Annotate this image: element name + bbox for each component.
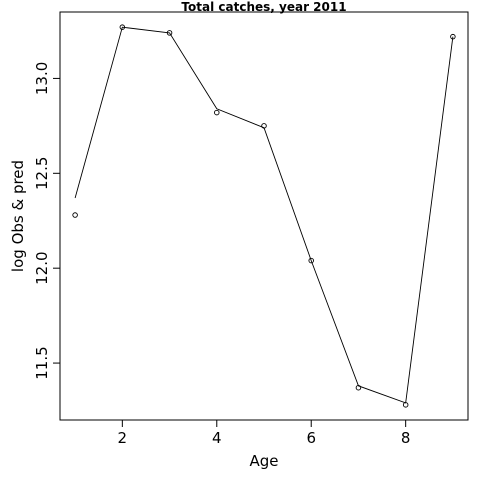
x-tick-label: 2 bbox=[118, 429, 128, 447]
y-axis: 11.5 12.0 12.5 13.0 bbox=[33, 62, 61, 380]
y-tick-label: 13.0 bbox=[33, 62, 51, 95]
y-tick-label: 11.5 bbox=[33, 346, 51, 379]
x-axis: 2 4 6 8 bbox=[118, 419, 411, 447]
series-layer bbox=[72, 24, 456, 408]
y-axis-label: log Obs & pred bbox=[9, 160, 27, 272]
x-tick-label: 8 bbox=[401, 429, 411, 447]
x-tick-label: 4 bbox=[212, 429, 222, 447]
y-tick-label: 12.5 bbox=[33, 157, 51, 190]
y-tick-label: 12.0 bbox=[33, 251, 51, 284]
x-tick-label: 6 bbox=[306, 429, 316, 447]
chart-title: Total catches, year 2011 bbox=[181, 0, 346, 14]
plot-frame bbox=[59, 11, 469, 421]
predicted-line bbox=[74, 26, 454, 404]
observed-point bbox=[214, 109, 220, 116]
observed-point bbox=[308, 257, 314, 264]
observed-point bbox=[72, 212, 78, 218]
x-axis-label: Age bbox=[249, 452, 278, 470]
